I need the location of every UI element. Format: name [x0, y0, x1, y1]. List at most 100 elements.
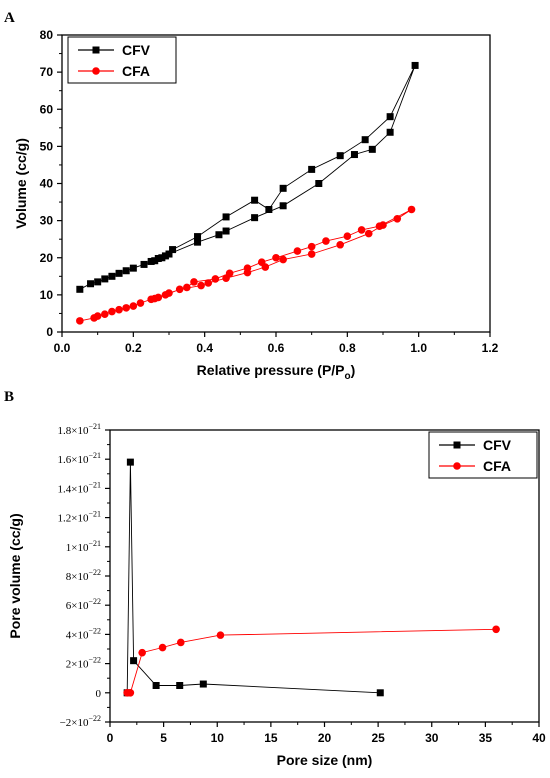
- x-tick-label: 0.6: [268, 341, 285, 355]
- data-point: [251, 214, 259, 222]
- data-point: [257, 258, 266, 267]
- panel-label: A: [4, 10, 15, 26]
- data-point: [138, 648, 146, 657]
- y-tick-label: 60: [40, 102, 54, 116]
- data-point: [197, 281, 205, 290]
- data-point: [101, 310, 109, 318]
- legend-label: CFV: [483, 437, 512, 453]
- data-point: [307, 250, 316, 258]
- x-tick-label: 40: [532, 731, 546, 745]
- data-point: [115, 305, 123, 314]
- data-point: [308, 165, 316, 173]
- series-line: [126, 462, 381, 694]
- series-cfv: [76, 61, 419, 293]
- data-point: [492, 625, 500, 634]
- x-axis-title: Pore size (nm): [277, 752, 373, 768]
- data-point: [140, 260, 148, 268]
- data-point: [243, 264, 252, 272]
- series-cfa: [76, 205, 416, 325]
- data-point: [176, 638, 185, 647]
- data-point: [343, 232, 352, 241]
- y-tick-label: 80: [40, 28, 54, 42]
- legend-box: [428, 431, 538, 479]
- x-tick-label: 1.2: [482, 341, 499, 355]
- data-point: [194, 233, 202, 241]
- data-point: [368, 145, 376, 153]
- data-point: [165, 250, 173, 258]
- data-point: [150, 294, 159, 303]
- data-point: [279, 202, 287, 210]
- legend-marker: [453, 462, 461, 470]
- data-point: [136, 299, 145, 307]
- data-point: [129, 302, 138, 310]
- data-point: [175, 285, 184, 294]
- data-point: [169, 246, 177, 254]
- data-point: [126, 689, 135, 697]
- y-axis-title: Pore volume (cc/g): [7, 513, 23, 638]
- panel-label: B: [4, 389, 14, 405]
- y-tick-label: 0: [96, 688, 102, 700]
- legend-label: CFA: [483, 458, 511, 474]
- data-point: [272, 253, 280, 262]
- series-line: [79, 65, 416, 290]
- data-point: [386, 128, 394, 136]
- data-point: [165, 289, 173, 297]
- data-point: [225, 269, 234, 278]
- y-tick-label: 70: [40, 65, 54, 79]
- data-point: [293, 247, 302, 255]
- data-point: [336, 152, 344, 160]
- data-point: [322, 237, 330, 245]
- legend-marker: [92, 67, 100, 75]
- data-point: [76, 285, 84, 293]
- data-point: [279, 255, 287, 264]
- legend-label: CFA: [122, 63, 150, 79]
- data-point: [147, 257, 155, 265]
- data-point: [215, 231, 223, 239]
- data-point: [376, 689, 384, 697]
- data-point: [87, 280, 95, 288]
- legend: CFV CFA: [67, 36, 177, 84]
- data-point: [108, 272, 116, 280]
- legend-label: CFV: [122, 42, 151, 58]
- y-axis-title: Volume (cc/g): [13, 138, 29, 229]
- data-point: [350, 151, 358, 159]
- x-tick-label: 15: [264, 731, 278, 745]
- y-tick-label: 6×10−22: [66, 597, 101, 612]
- data-point: [161, 252, 169, 260]
- data-point: [158, 254, 166, 262]
- y-tick-label: 50: [40, 139, 54, 153]
- y-tick-label: 30: [40, 214, 54, 228]
- data-point: [211, 275, 220, 283]
- x-tick-label: 1.0: [410, 341, 427, 355]
- data-point: [216, 631, 225, 639]
- y-tick-label: 1.8×10−21: [58, 422, 101, 437]
- x-tick-label: 0.2: [125, 341, 142, 355]
- data-point: [393, 214, 402, 223]
- y-tick-label: −2×10−22: [60, 714, 101, 729]
- y-tick-label: 40: [40, 177, 54, 191]
- legend-marker: [453, 441, 461, 449]
- y-tick-label: 2×10−22: [66, 656, 101, 671]
- y-tick-label: 1.6×10−21: [58, 451, 101, 466]
- x-tick-label: 10: [211, 731, 225, 745]
- data-point: [126, 458, 134, 466]
- data-point: [222, 213, 230, 221]
- data-point: [122, 304, 130, 312]
- x-tick-label: 0: [107, 731, 114, 745]
- data-point: [176, 682, 184, 689]
- chart-panel-b: B 0 5 10 15 20 25 30 35 40 −2×10−22 0 2×10−22 4×10−22…: [4, 389, 546, 768]
- series-cfa: [123, 625, 500, 697]
- data-point: [279, 184, 287, 192]
- y-tick-label: 0: [46, 325, 53, 339]
- y-tick-label: 8×10−22: [66, 568, 101, 583]
- data-point: [151, 257, 159, 265]
- data-point: [315, 180, 323, 187]
- data-point: [130, 657, 138, 665]
- legend-marker: [92, 46, 100, 54]
- data-point: [204, 279, 213, 287]
- data-point: [190, 278, 198, 286]
- x-tick-label: 30: [425, 731, 439, 745]
- x-tick-label: 25: [371, 731, 385, 745]
- data-point: [307, 242, 316, 251]
